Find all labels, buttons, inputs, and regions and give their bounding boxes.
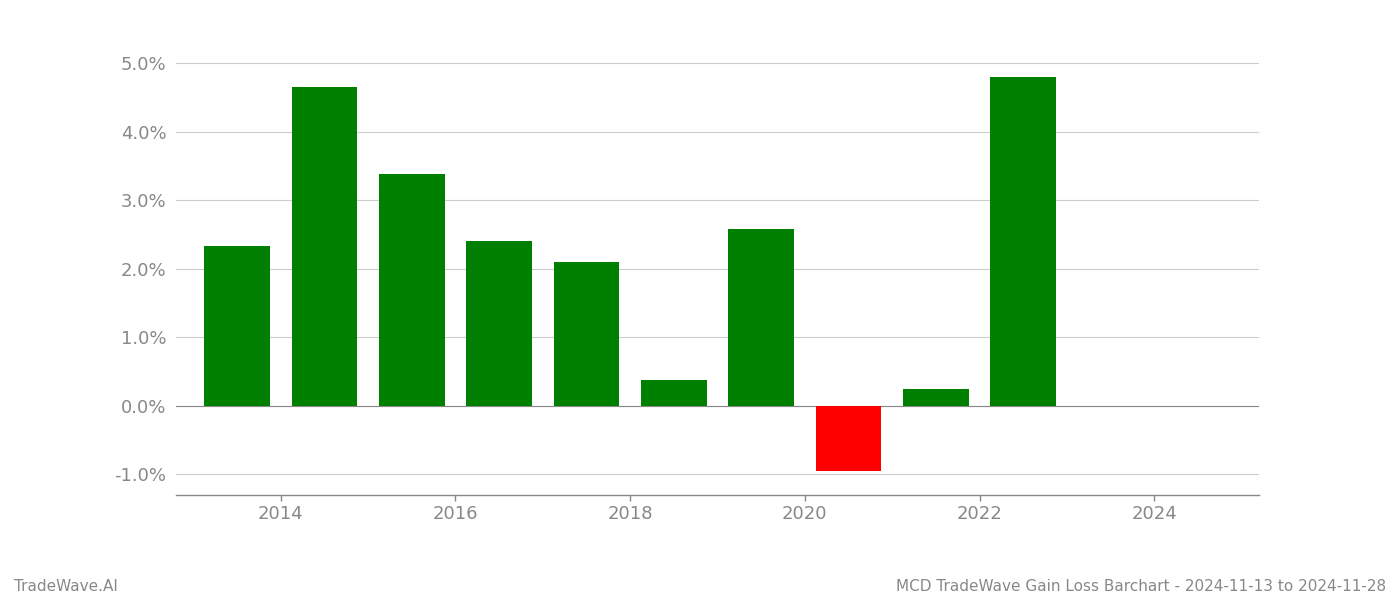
Text: TradeWave.AI: TradeWave.AI bbox=[14, 579, 118, 594]
Bar bbox=[816, 406, 881, 471]
Bar bbox=[728, 229, 794, 406]
Bar bbox=[291, 87, 357, 406]
Bar bbox=[379, 174, 445, 406]
Text: MCD TradeWave Gain Loss Barchart - 2024-11-13 to 2024-11-28: MCD TradeWave Gain Loss Barchart - 2024-… bbox=[896, 579, 1386, 594]
Bar bbox=[641, 380, 707, 406]
Bar bbox=[204, 246, 270, 406]
Bar bbox=[903, 389, 969, 406]
Bar bbox=[990, 77, 1056, 406]
Bar bbox=[466, 241, 532, 406]
Bar bbox=[554, 262, 619, 406]
